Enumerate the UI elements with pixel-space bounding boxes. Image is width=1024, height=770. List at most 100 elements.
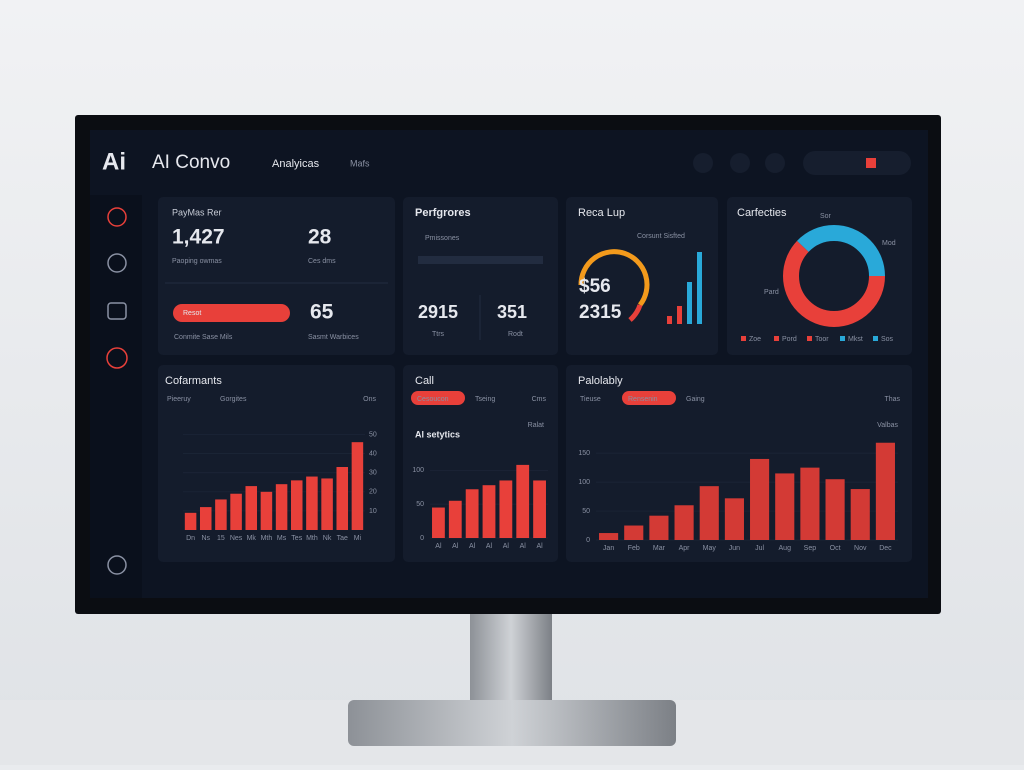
bar — [245, 486, 258, 530]
legend-swatch — [873, 336, 878, 341]
mini-bar — [697, 252, 702, 324]
bar — [351, 442, 364, 530]
stat: $56 — [579, 276, 611, 297]
card — [403, 197, 558, 355]
icon[interactable] — [107, 207, 127, 227]
tool-button[interactable] — [730, 153, 750, 173]
tab[interactable]: Tieuse — [580, 396, 601, 403]
y-tick-label: 40 — [369, 450, 377, 457]
charts: Cofarmants Pieeruy Gorgites Ons 10 20 30 40 50 Dn… — [165, 375, 900, 552]
card — [566, 365, 912, 562]
y-tick-label: 50 — [416, 501, 424, 508]
x-tick-label: Al — [486, 543, 493, 550]
bar — [321, 478, 333, 530]
stat-label: Ttrs — [432, 331, 445, 338]
nav-item[interactable]: Analyicas — [272, 158, 320, 170]
tab[interactable]: Pieeruy — [167, 396, 191, 403]
legend-label: Toor — [815, 336, 829, 343]
mini-bar — [677, 306, 682, 324]
tab-active — [622, 391, 676, 405]
donut — [783, 225, 885, 327]
bar — [674, 505, 694, 540]
legend-swatch — [741, 336, 746, 341]
tab[interactable]: Rensenin — [628, 396, 658, 403]
tab[interactable]: Cesoucon — [417, 396, 449, 403]
legend-label: Mkst — [848, 336, 863, 343]
x-tick-label: Al — [469, 543, 476, 550]
bar — [336, 467, 349, 530]
tool-icon — [866, 158, 876, 168]
bar — [230, 493, 242, 530]
sidebar — [90, 195, 142, 598]
chart-title: Cofarmants — [165, 375, 222, 387]
y-tick-label: 150 — [578, 450, 590, 457]
donut-label: Mod — [882, 240, 896, 247]
bar — [215, 499, 227, 530]
y-tick-label: 10 — [369, 508, 377, 515]
icon[interactable] — [106, 347, 128, 369]
y-tick-label: 100 — [412, 467, 424, 474]
bar — [499, 480, 513, 538]
icon[interactable] — [107, 253, 127, 273]
tool-button[interactable] — [693, 153, 713, 173]
card-title: Carfecties — [737, 207, 787, 219]
x-tick-label: Mk — [247, 535, 257, 542]
stat: 1,427 — [172, 226, 225, 249]
bar — [775, 473, 795, 540]
mini-bar — [687, 282, 692, 324]
tool-button[interactable] — [765, 153, 785, 173]
pill-label: Resot — [183, 310, 201, 317]
stat-label: Sasmt Warbices — [308, 334, 359, 341]
bar — [260, 491, 273, 530]
stat-label: Rodt — [508, 331, 523, 338]
x-tick-label: Mar — [653, 545, 666, 552]
x-tick-label: Apr — [679, 545, 691, 552]
bar — [199, 507, 212, 530]
bar — [533, 480, 546, 538]
y-tick-label: 20 — [369, 489, 377, 496]
x-tick-label: Al — [536, 543, 543, 550]
card-subtitle: Pmissones — [425, 235, 460, 242]
y-tick-label: 0 — [586, 537, 590, 544]
x-tick-label: Tes — [291, 535, 302, 542]
mini-bar — [667, 316, 672, 324]
tool-group[interactable] — [803, 151, 911, 175]
card-title: Reca Lup — [578, 207, 625, 219]
toolbar — [693, 151, 911, 175]
chart-corner: Cms — [532, 396, 547, 403]
bar — [184, 512, 197, 530]
stat-label: Conmite Sase Mils — [174, 334, 233, 341]
x-tick-label: May — [703, 545, 717, 552]
monitor-base — [348, 700, 676, 746]
y-tick-label: 100 — [578, 479, 590, 486]
x-tick-label: Jun — [729, 545, 740, 552]
x-tick-label: Al — [520, 543, 527, 550]
icon[interactable] — [107, 555, 127, 575]
y-tick-label: 30 — [369, 470, 377, 477]
chart-subtitle: Al setytics — [415, 429, 460, 439]
x-tick-label: Ns — [201, 535, 210, 542]
bar — [699, 486, 719, 540]
card-subtitle: Corsunt Sisfted — [637, 233, 685, 240]
legend-swatch — [840, 336, 845, 341]
stat: 351 — [497, 302, 527, 322]
tab[interactable]: Tseing — [475, 396, 495, 403]
bar — [800, 467, 820, 540]
legend-swatch — [774, 336, 779, 341]
x-tick-label: Sep — [804, 545, 817, 552]
sidebar-icons — [106, 207, 128, 575]
tab[interactable]: Gaing — [686, 396, 705, 403]
tab[interactable]: Gorgites — [220, 396, 247, 403]
pill[interactable] — [173, 304, 290, 322]
chart-corner: Thas — [884, 396, 900, 403]
x-tick-label: 15 — [217, 535, 225, 542]
x-tick-label: Al — [503, 543, 510, 550]
nav-item[interactable]: Mafs — [350, 158, 370, 168]
x-tick-label: Mi — [354, 535, 362, 542]
y-tick-label: 50 — [369, 431, 377, 438]
icon[interactable] — [107, 302, 127, 320]
mini-bars — [667, 252, 702, 324]
bar — [306, 476, 318, 530]
legend: Zoe Pord Toor Mkst Sos — [741, 336, 894, 343]
bar — [465, 489, 479, 538]
